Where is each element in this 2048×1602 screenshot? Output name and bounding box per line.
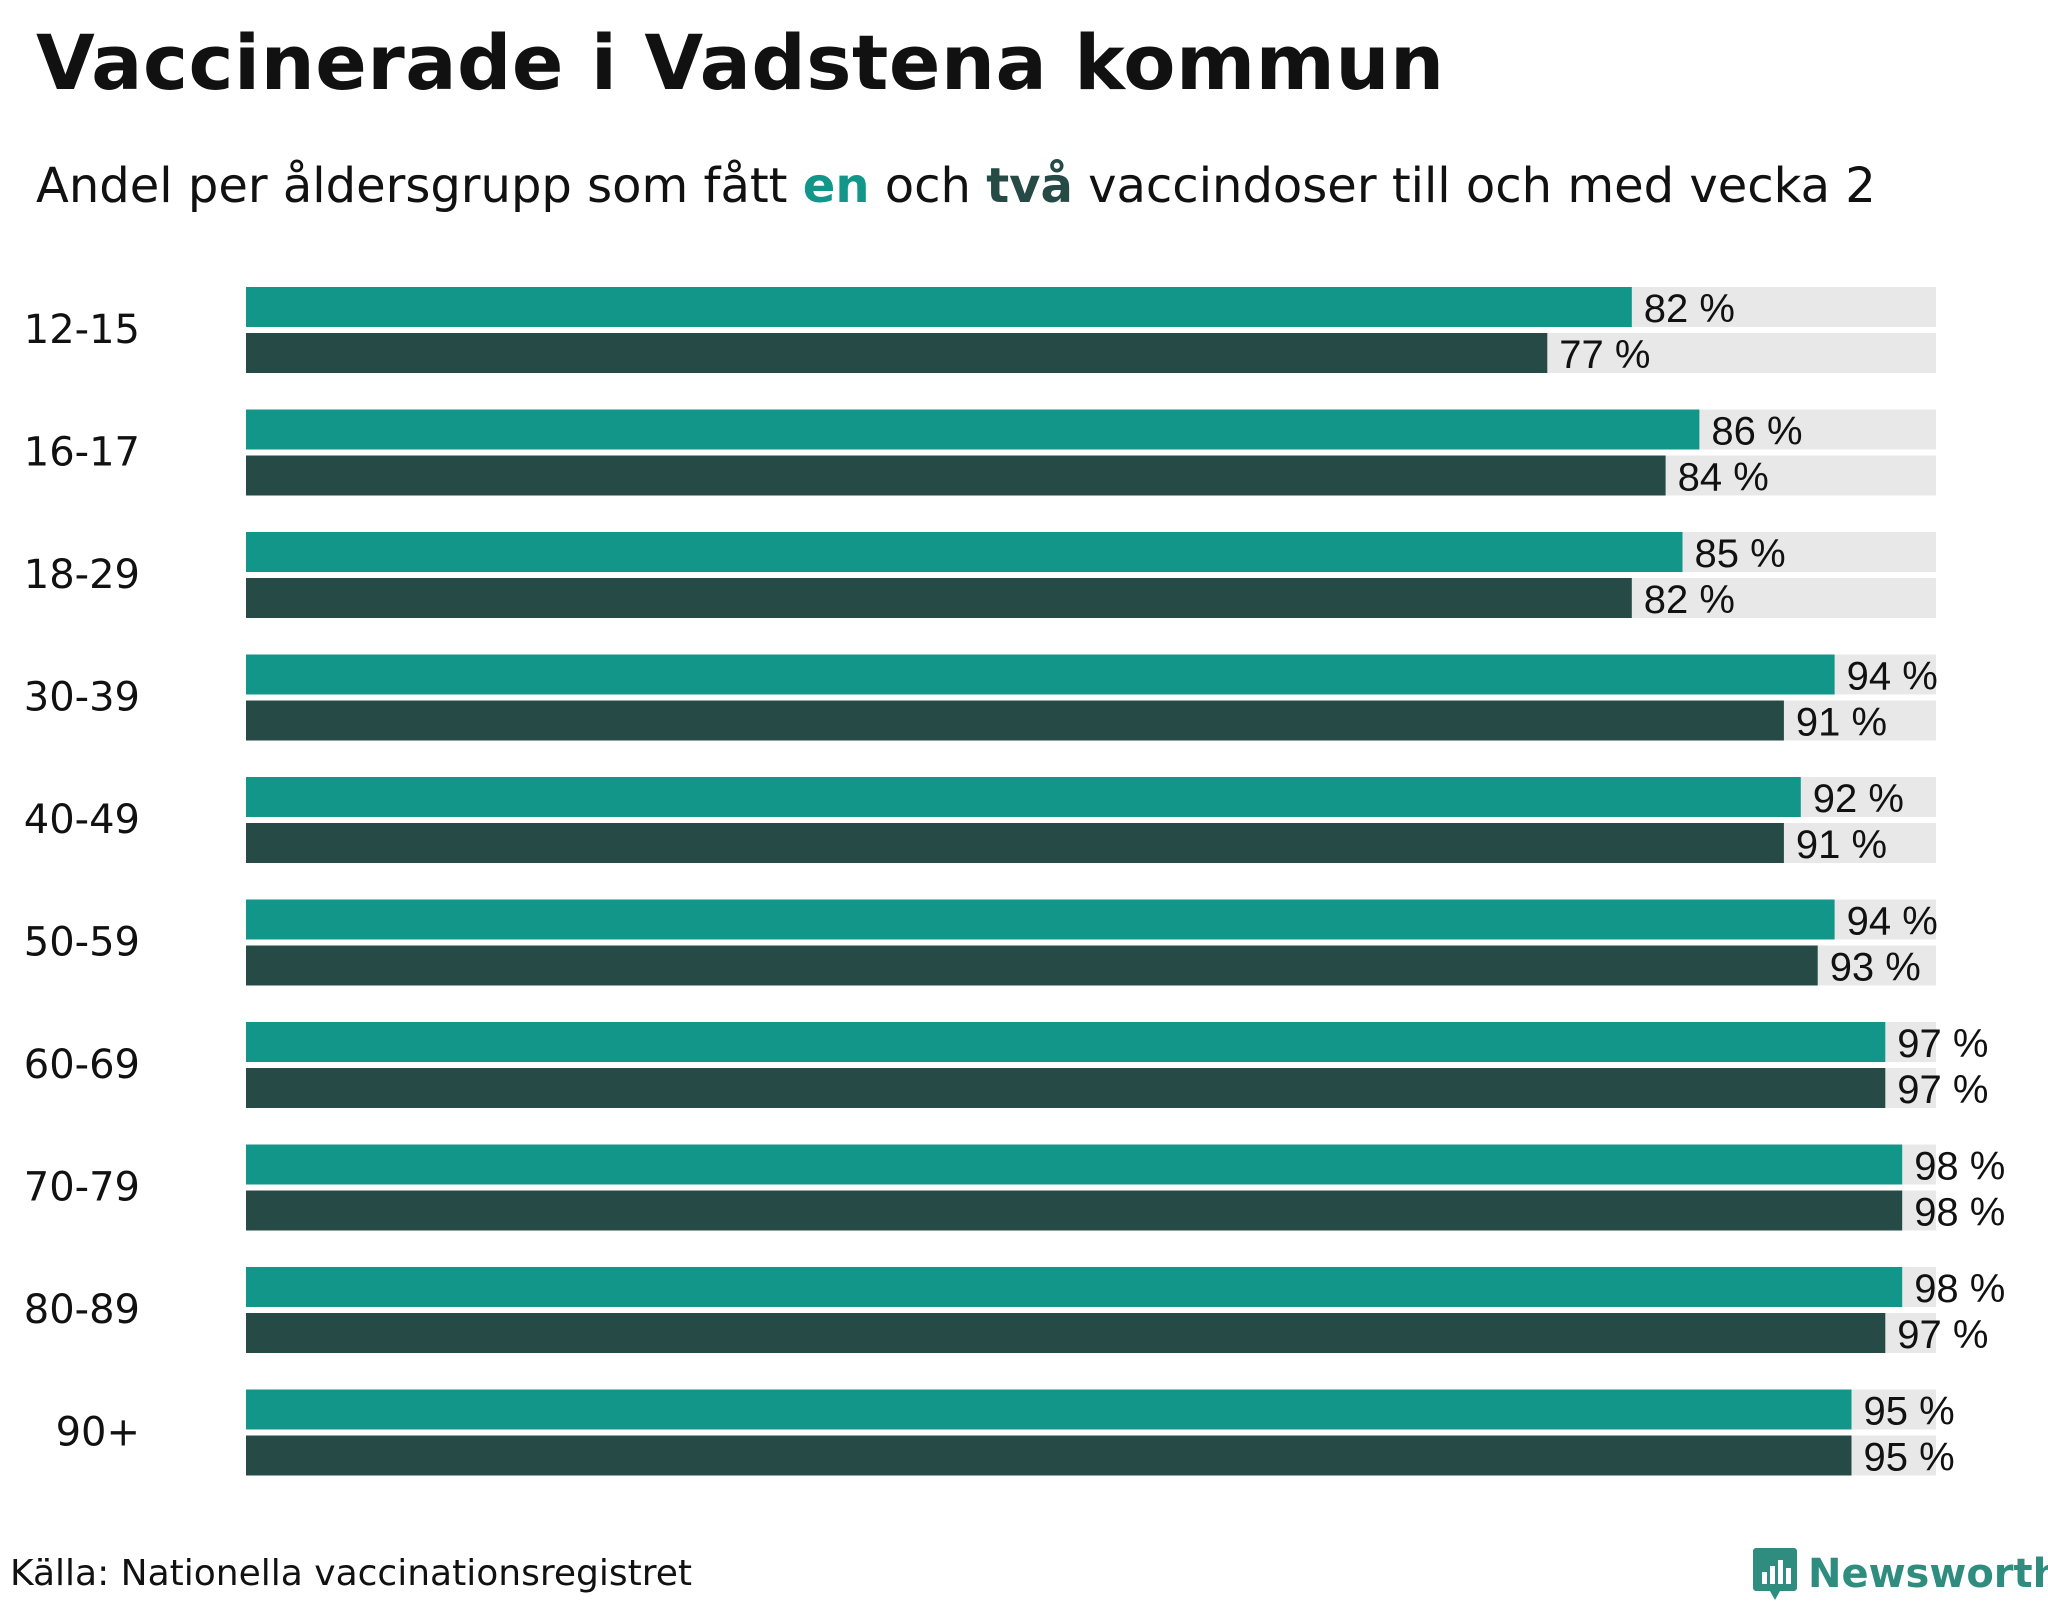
data-label: 84 % (1678, 456, 1769, 500)
bar-chart: 12-15 82 %77 %16-17 86 %84 %18-29 85 %82 %3… (24, 287, 2005, 1480)
newsworthy-logo-icon (1753, 1548, 1797, 1600)
chart-title: Vaccinerade i Vadstena kommun (36, 18, 1445, 107)
data-label: 92 % (1813, 777, 1904, 821)
bar-one-dose (246, 777, 1801, 817)
data-label: 94 % (1847, 900, 1938, 944)
bar-one-dose (246, 532, 1683, 572)
category-label: 50-59 (24, 920, 140, 966)
data-label: 91 % (1796, 823, 1887, 867)
brand-name: Newsworthy (1808, 1551, 2048, 1597)
category-label: 70-79 (24, 1165, 140, 1211)
data-label: 98 % (1914, 1267, 2005, 1311)
brand-logo: Newsworthy (1752, 1546, 2048, 1602)
data-label: 94 % (1847, 655, 1938, 699)
data-label: 98 % (1914, 1145, 2005, 1189)
category-label: 18-29 (24, 552, 140, 598)
category-label: 40-49 (24, 797, 140, 843)
bar-two-doses (246, 1313, 1886, 1353)
data-label: 82 % (1644, 578, 1735, 622)
data-label: 77 % (1559, 333, 1650, 377)
bar-one-dose (246, 899, 1835, 940)
data-label: 98 % (1914, 1191, 2005, 1235)
category-label: 12-15 (24, 307, 140, 353)
bar-two-doses (246, 333, 1548, 373)
subtitle-legend-one: en (802, 158, 870, 214)
bar-two-doses (246, 1435, 1852, 1476)
category-label: 16-17 (24, 430, 140, 476)
subtitle-legend-two: två (986, 158, 1073, 214)
subtitle-suffix: vaccindoser till och med vecka 2 (1072, 158, 1876, 214)
data-label: 97 % (1897, 1022, 1988, 1066)
bar-one-dose (246, 1389, 1852, 1430)
bar-two-doses (246, 455, 1666, 496)
chart-subtitle: Andel per åldersgrupp som fått en och tv… (36, 158, 1876, 214)
bar-one-dose (246, 654, 1835, 695)
data-label: 82 % (1644, 287, 1735, 331)
data-label: 93 % (1830, 946, 1921, 990)
bar-two-doses (246, 578, 1632, 618)
bar-one-dose (246, 409, 1700, 450)
bar-one-dose (246, 287, 1632, 327)
data-label: 97 % (1897, 1313, 1988, 1357)
category-label: 80-89 (24, 1287, 140, 1333)
data-label: 86 % (1711, 410, 1802, 454)
data-label: 85 % (1695, 532, 1786, 576)
category-label: 30-39 (24, 675, 140, 721)
bar-two-doses (246, 700, 1784, 741)
data-label: 95 % (1864, 1390, 1955, 1434)
bar-two-doses (246, 945, 1818, 986)
data-label: 95 % (1864, 1436, 1955, 1480)
subtitle-middle: och (869, 158, 987, 214)
bar-two-doses (246, 1190, 1903, 1231)
bar-one-dose (246, 1022, 1886, 1062)
category-label: 90+ (56, 1410, 140, 1456)
bar-one-dose (246, 1144, 1903, 1185)
bar-two-doses (246, 1068, 1886, 1108)
bar-two-doses (246, 823, 1784, 863)
bar-one-dose (246, 1267, 1903, 1307)
category-label: 60-69 (24, 1042, 140, 1088)
data-label: 97 % (1897, 1068, 1988, 1112)
subtitle-prefix: Andel per åldersgrupp som fått (36, 158, 803, 214)
data-label: 91 % (1796, 701, 1887, 745)
source-note: Källa: Nationella vaccinationsregistret (10, 1553, 692, 1594)
